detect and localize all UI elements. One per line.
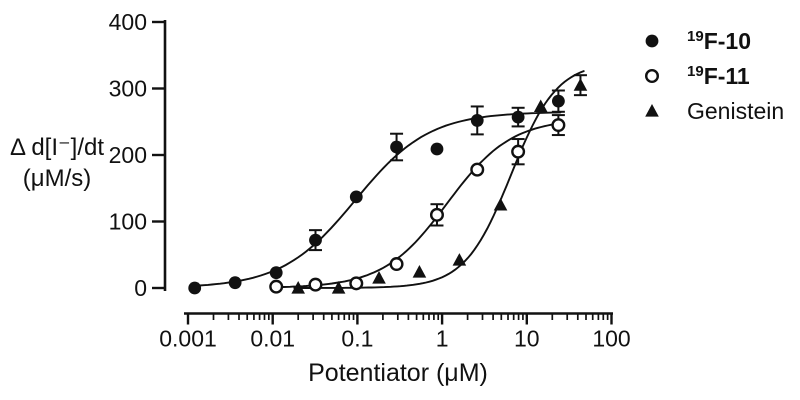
data-point-Genistein [372,271,386,284]
x-tick-label: 0.01 [250,326,295,352]
y-axis-title-line1: Δ d[I⁻]/dt [10,134,104,161]
data-point-19F-10 [309,233,322,247]
x-tick-label: 100 [592,326,630,352]
data-point-19F-10 [269,266,283,280]
legend-label-19F-10: 19F-10 [687,28,751,54]
data-point-Genistein [533,99,548,113]
fit-curve-Genistein [293,70,585,289]
data-point-Genistein [493,197,508,211]
legend-label-19F-11: 19F-11 [687,63,750,89]
data-point-19F-10 [390,140,403,154]
fit-curve-19F-10 [190,111,562,287]
legend-marker-filled-circle-icon [645,34,659,48]
y-tick-label: 200 [109,142,147,168]
data-point-19F-11 [551,118,566,133]
data-point-19F-11 [308,277,323,292]
x-tick-label: 0.001 [159,326,217,352]
data-point-Genistein [452,253,467,266]
data-point-19F-10 [551,94,565,108]
data-point-Genistein [331,281,346,294]
y-tick-label: 300 [109,76,147,102]
data-points [188,78,588,295]
data-point-19F-10 [349,190,363,204]
x-tick-label: 10 [514,326,540,352]
axes: 0 100 200 300 400 0.001 0.01 0.1 1 10 100 [109,9,631,352]
x-axis-title: Potentiator (μM) [308,359,488,387]
data-point-19F-11 [470,162,485,177]
y-tick-label: 0 [134,275,147,301]
legend: 19F-10 19F-11 Genistein [645,28,784,124]
legend-marker-open-circle-icon [645,68,660,83]
data-point-19F-11 [349,276,364,291]
data-point-19F-11 [269,279,284,294]
fit-curves [190,70,585,289]
data-point-Genistein [412,265,427,278]
data-point-19F-11 [389,257,404,272]
data-point-19F-10 [511,110,525,124]
y-tick-label: 100 [109,209,147,235]
data-point-19F-10 [228,276,242,290]
y-tick-label: 400 [109,9,147,35]
x-tick-label: 0.1 [341,326,373,352]
data-point-19F-11 [429,207,444,222]
error-bars [308,74,587,252]
data-point-19F-10 [470,114,484,127]
x-tick-label: 1 [436,326,449,352]
y-axis-title-line2: (μM/s) [23,165,91,192]
legend-marker-filled-triangle-icon [645,104,659,117]
legend-label-Genistein: Genistein [687,98,784,124]
data-point-19F-10 [430,142,444,156]
data-point-Genistein [291,281,305,294]
data-point-19F-11 [511,144,526,159]
data-point-Genistein [573,78,588,91]
data-point-19F-10 [188,281,202,295]
